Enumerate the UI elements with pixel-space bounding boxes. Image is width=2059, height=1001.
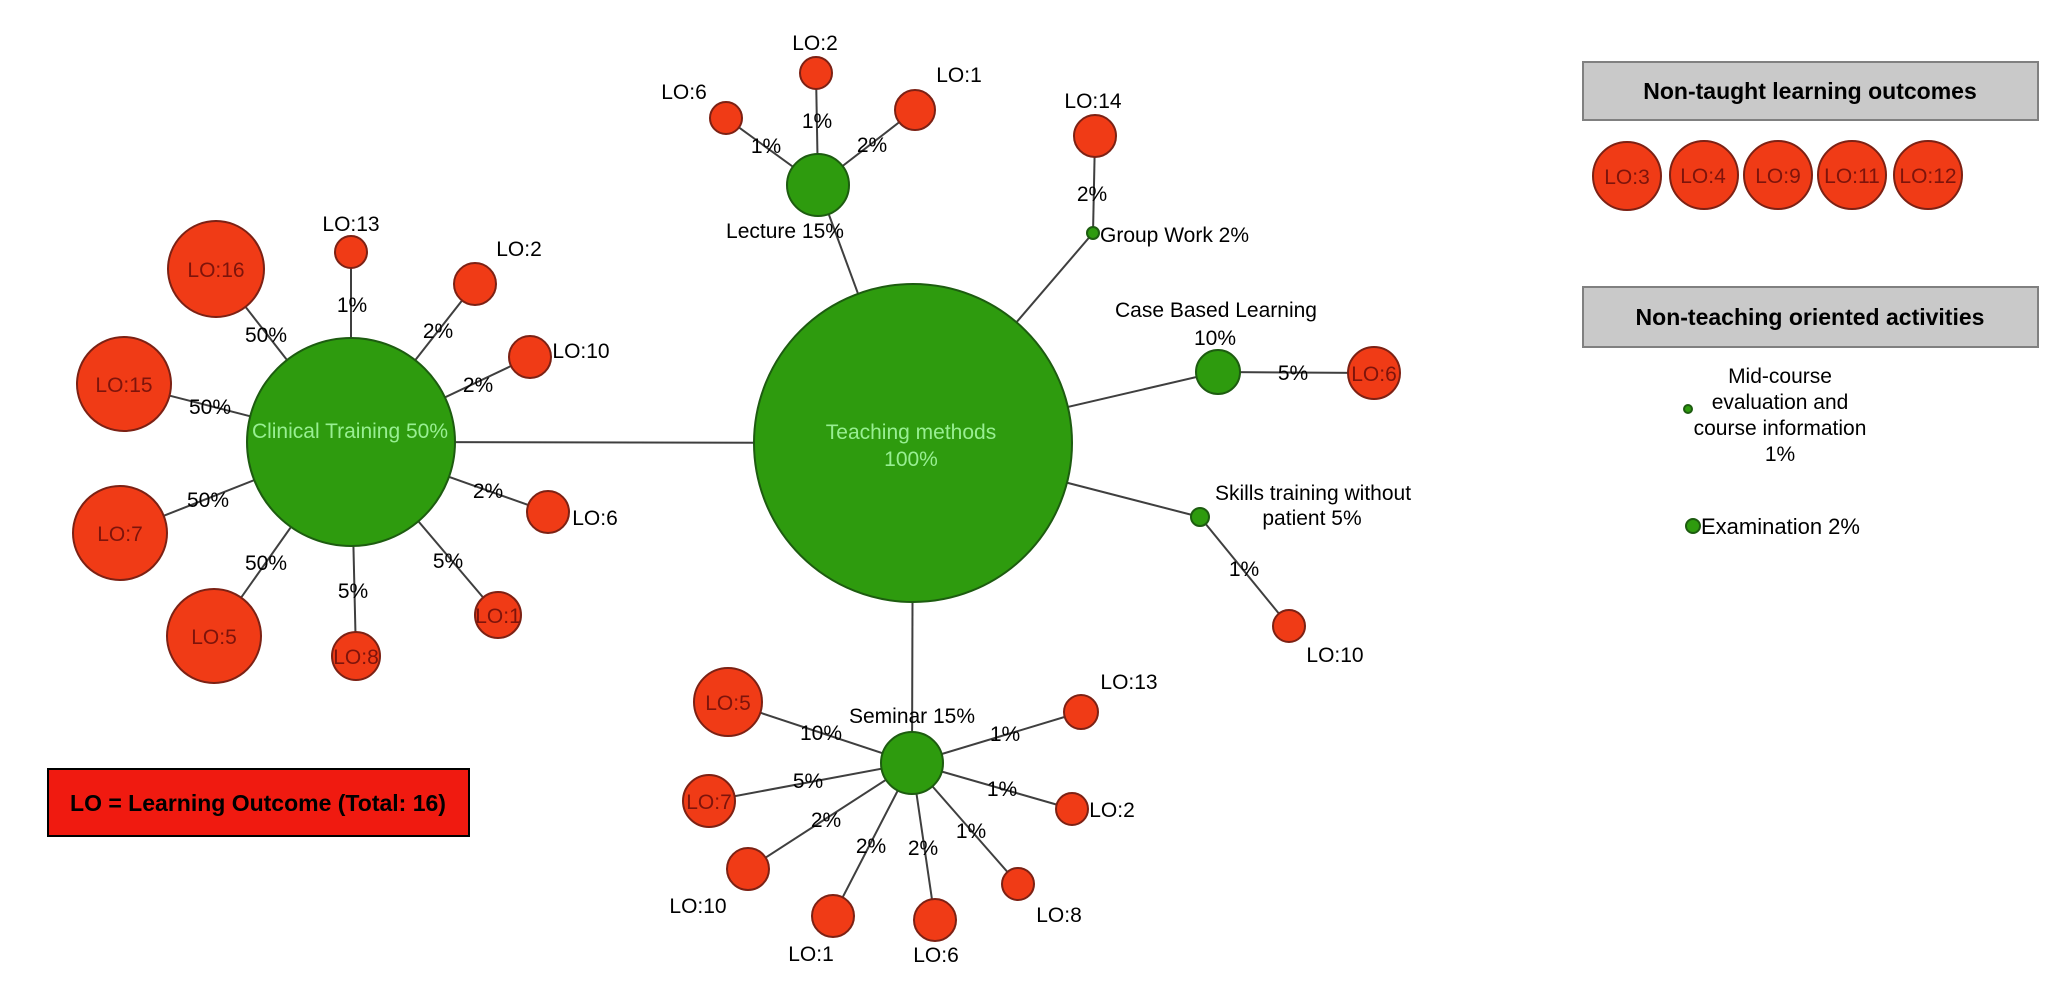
svg-text:1%: 1% bbox=[751, 135, 781, 158]
svg-text:LO:6: LO:6 bbox=[1351, 363, 1397, 386]
svg-text:LO:9: LO:9 bbox=[1755, 165, 1801, 188]
svg-text:evaluation and: evaluation and bbox=[1712, 391, 1849, 414]
svg-text:LO:10: LO:10 bbox=[1306, 644, 1363, 667]
svg-text:LO:1: LO:1 bbox=[936, 64, 982, 87]
svg-text:LO:10: LO:10 bbox=[552, 340, 609, 363]
svg-text:Teaching methods: Teaching methods bbox=[826, 421, 996, 444]
svg-text:LO:5: LO:5 bbox=[191, 626, 237, 649]
svg-text:LO:3: LO:3 bbox=[1604, 166, 1650, 189]
svg-text:2%: 2% bbox=[857, 134, 887, 157]
svg-text:10%: 10% bbox=[800, 722, 842, 745]
svg-text:2%: 2% bbox=[856, 835, 886, 858]
svg-text:2%: 2% bbox=[423, 320, 453, 343]
svg-text:5%: 5% bbox=[793, 770, 823, 793]
svg-text:LO:2: LO:2 bbox=[792, 32, 838, 55]
svg-text:1%: 1% bbox=[990, 723, 1020, 746]
svg-text:LO:5: LO:5 bbox=[705, 692, 751, 715]
svg-text:LO:8: LO:8 bbox=[1036, 904, 1082, 927]
svg-text:Non-teaching oriented activiti: Non-teaching oriented activities bbox=[1636, 304, 1985, 330]
svg-text:2%: 2% bbox=[1077, 183, 1107, 206]
svg-text:LO = Learning Outcome (Total:: LO = Learning Outcome (Total: 16) bbox=[70, 790, 446, 816]
svg-text:Case Based Learning: Case Based Learning bbox=[1115, 299, 1317, 322]
svg-text:50%: 50% bbox=[189, 396, 231, 419]
svg-text:1%: 1% bbox=[1229, 558, 1259, 581]
svg-text:Group Work 2%: Group Work 2% bbox=[1100, 224, 1249, 247]
svg-text:LO:12: LO:12 bbox=[1899, 165, 1956, 188]
svg-text:LO:14: LO:14 bbox=[1064, 90, 1122, 113]
svg-text:LO:7: LO:7 bbox=[686, 791, 732, 814]
svg-text:LO:4: LO:4 bbox=[1680, 165, 1726, 188]
svg-text:1%: 1% bbox=[987, 778, 1017, 801]
svg-text:1%: 1% bbox=[337, 294, 367, 317]
svg-text:10%: 10% bbox=[1194, 327, 1236, 350]
svg-text:LO:10: LO:10 bbox=[669, 895, 726, 918]
svg-text:Examination 2%: Examination 2% bbox=[1701, 514, 1860, 539]
svg-text:LO:6: LO:6 bbox=[913, 944, 959, 967]
svg-text:50%: 50% bbox=[187, 489, 229, 512]
svg-text:2%: 2% bbox=[908, 837, 938, 860]
svg-text:Skills training without: Skills training without bbox=[1215, 482, 1411, 505]
svg-text:5%: 5% bbox=[433, 550, 463, 573]
svg-text:patient 5%: patient 5% bbox=[1262, 507, 1361, 530]
svg-text:5%: 5% bbox=[338, 580, 368, 603]
svg-text:50%: 50% bbox=[245, 324, 287, 347]
svg-text:LO:1: LO:1 bbox=[475, 605, 521, 628]
svg-text:100%: 100% bbox=[884, 448, 938, 471]
svg-text:1%: 1% bbox=[956, 820, 986, 843]
svg-text:LO:13: LO:13 bbox=[322, 213, 379, 236]
svg-text:LO:2: LO:2 bbox=[1089, 799, 1135, 822]
svg-text:50%: 50% bbox=[245, 552, 287, 575]
svg-text:2%: 2% bbox=[473, 480, 503, 503]
svg-text:2%: 2% bbox=[811, 809, 841, 832]
svg-text:LO:7: LO:7 bbox=[97, 523, 143, 546]
svg-text:Non-taught learning outcomes: Non-taught learning outcomes bbox=[1643, 78, 1977, 104]
svg-text:LO:13: LO:13 bbox=[1100, 671, 1157, 694]
svg-text:5%: 5% bbox=[1278, 362, 1308, 385]
svg-text:LO:11: LO:11 bbox=[1824, 165, 1880, 188]
svg-text:1%: 1% bbox=[802, 110, 832, 133]
svg-text:Lecture 15%: Lecture 15% bbox=[726, 220, 844, 243]
svg-text:LO:15: LO:15 bbox=[95, 374, 152, 397]
svg-text:course information: course information bbox=[1694, 417, 1867, 440]
svg-text:LO:6: LO:6 bbox=[572, 507, 618, 530]
svg-text:Mid-course: Mid-course bbox=[1728, 365, 1832, 388]
svg-text:LO:16: LO:16 bbox=[187, 259, 244, 282]
svg-text:2%: 2% bbox=[463, 374, 493, 397]
svg-text:LO:2: LO:2 bbox=[496, 238, 542, 261]
svg-text:Clinical Training 50%: Clinical Training 50% bbox=[252, 420, 448, 443]
svg-text:LO:6: LO:6 bbox=[661, 81, 707, 104]
svg-text:1%: 1% bbox=[1765, 443, 1795, 466]
svg-text:LO:1: LO:1 bbox=[788, 943, 834, 966]
svg-text:Seminar 15%: Seminar 15% bbox=[849, 705, 975, 728]
svg-text:LO:8: LO:8 bbox=[333, 646, 379, 669]
